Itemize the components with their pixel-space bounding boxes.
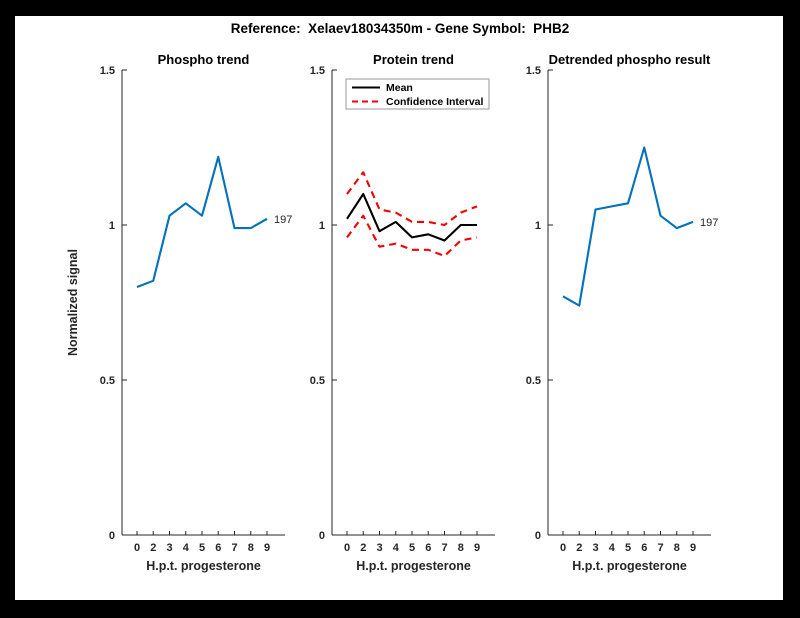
x-tick-label: 6	[215, 542, 221, 554]
y-tick-label: 0.5	[526, 375, 541, 387]
x-tick-label: 0	[560, 542, 566, 554]
y-tick-label: 1.5	[526, 65, 541, 77]
x-tick-label: 4	[393, 542, 400, 554]
x-tick-label: 6	[641, 542, 647, 554]
x-tick-label: 4	[609, 542, 616, 554]
legend-label: Confidence Interval	[386, 96, 484, 108]
y-tick-label: 1	[109, 220, 115, 232]
x-axis-label: H.p.t. progesterone	[146, 559, 261, 573]
series-line-detrended-signal	[562, 146, 694, 307]
x-tick-label: 2	[576, 542, 582, 554]
x-tick-label: 9	[690, 542, 696, 554]
x-tick-label: 2	[150, 542, 156, 554]
x-tick-label: 0	[344, 542, 350, 554]
x-tick-label: 7	[441, 542, 447, 554]
legend-label: Mean	[386, 82, 413, 94]
figure-canvas	[15, 16, 783, 600]
y-axis-label: Normalized signal	[66, 249, 80, 356]
series-line-confidence-lower	[346, 214, 478, 258]
x-tick-label: 9	[264, 542, 270, 554]
x-tick-label: 8	[674, 542, 680, 554]
x-tick-label: 8	[458, 542, 464, 554]
series-line-mean	[346, 192, 477, 242]
y-tick-label: 1	[535, 220, 541, 232]
x-tick-label: 7	[657, 542, 663, 554]
series-end-label: 197	[700, 217, 718, 229]
x-tick-label: 0	[134, 542, 140, 554]
series-end-label: 197	[274, 214, 292, 226]
x-tick-label: 7	[231, 542, 237, 554]
y-tick-label: 0	[535, 530, 541, 542]
y-tick-label: 0	[109, 530, 115, 542]
x-tick-label: 3	[592, 542, 598, 554]
x-tick-label: 3	[376, 542, 382, 554]
y-tick-label: 0.5	[100, 375, 115, 387]
x-tick-label: 5	[409, 542, 415, 554]
x-tick-label: 3	[166, 542, 172, 554]
x-tick-label: 8	[248, 542, 254, 554]
subplot-title: Phospho trend	[158, 52, 250, 67]
y-tick-label: 1	[319, 220, 325, 232]
y-tick-label: 0	[319, 530, 325, 542]
series-line-confidence-upper	[346, 171, 478, 227]
figure-title: Reference: Xelaev18034350m - Gene Symbol…	[230, 21, 570, 36]
x-tick-label: 5	[199, 542, 205, 554]
x-tick-label: 5	[625, 542, 631, 554]
y-tick-label: 0.5	[310, 375, 325, 387]
x-tick-label: 2	[360, 542, 366, 554]
subplot-title: Protein trend	[373, 52, 454, 67]
x-axis-label: H.p.t. progesterone	[356, 559, 471, 573]
x-tick-label: 9	[474, 542, 480, 554]
legend-box	[345, 78, 490, 110]
x-axis-label: H.p.t. progesterone	[572, 559, 687, 573]
legend: Mean Confidence Interval	[345, 78, 490, 110]
series-line-phospho-signal	[136, 155, 268, 288]
subplot-title: Detrended phospho result	[549, 52, 711, 67]
y-tick-label: 1.5	[100, 65, 115, 77]
x-tick-label: 6	[425, 542, 431, 554]
y-tick-label: 1.5	[310, 65, 325, 77]
x-tick-label: 4	[183, 542, 190, 554]
